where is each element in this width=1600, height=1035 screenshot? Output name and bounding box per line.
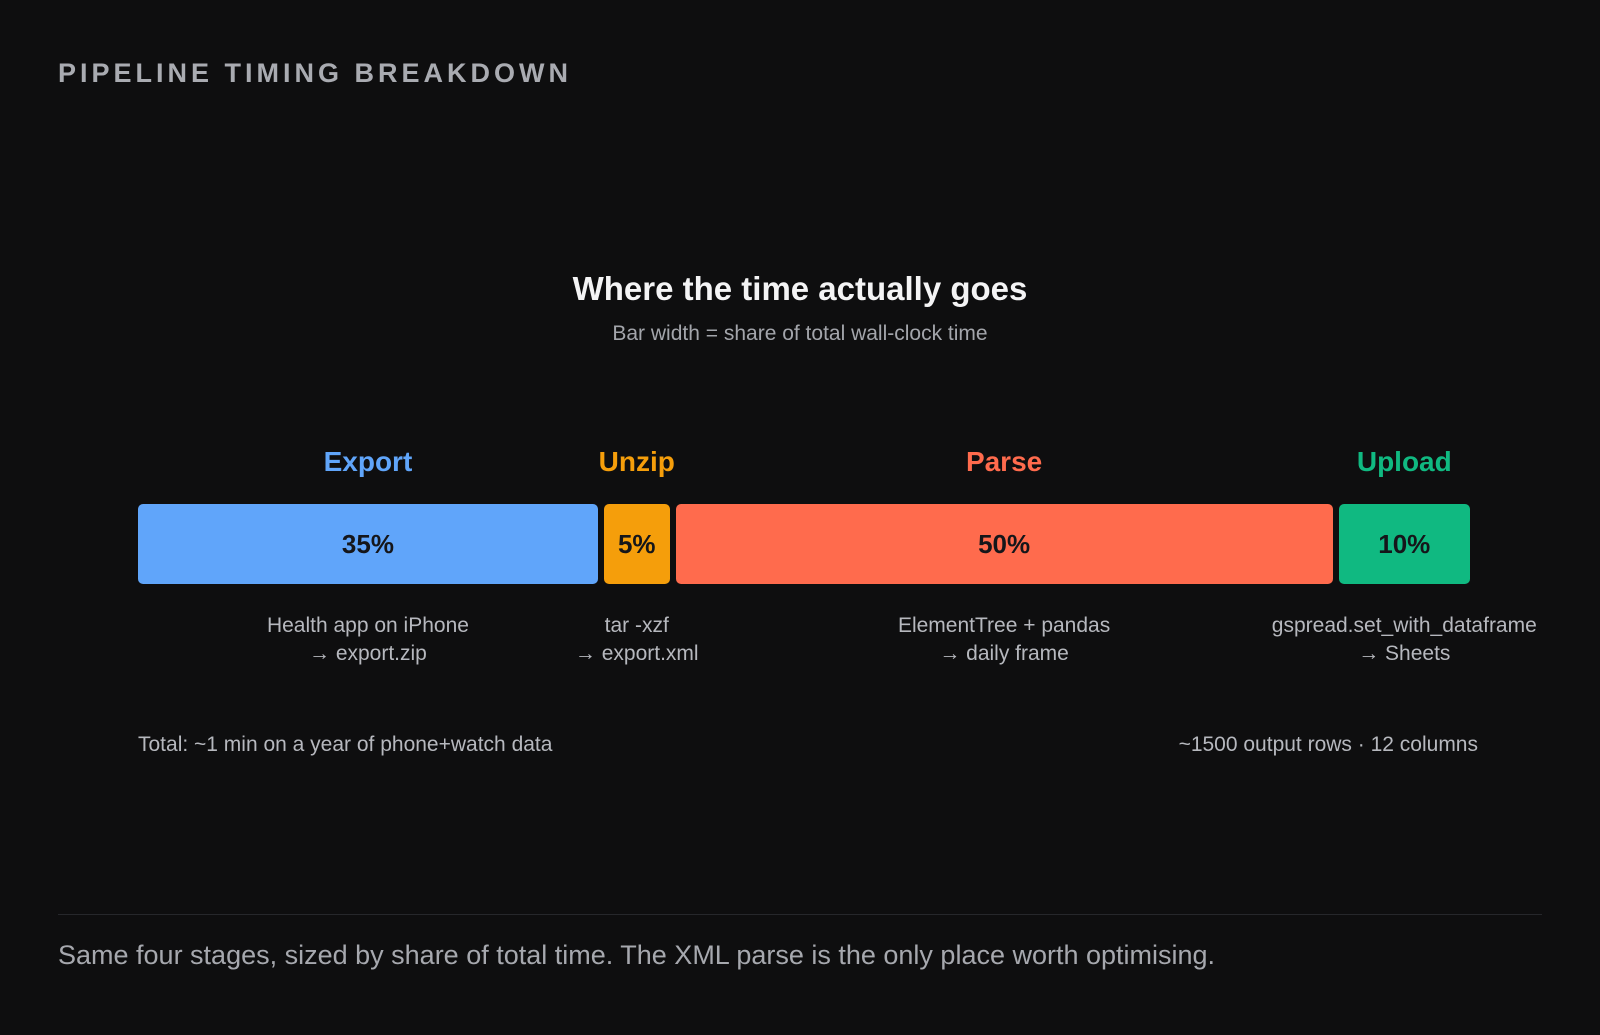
stage-desc-unzip: tar -xzf → export.xml: [477, 612, 797, 668]
stage-desc-line: tar -xzf: [604, 614, 669, 637]
stage-desc-line: → Sheets: [1358, 642, 1451, 665]
stage-desc-parse: ElementTree + pandas → daily frame: [844, 612, 1164, 668]
stage-desc-line: → export.zip: [308, 642, 427, 665]
bar-unzip: 5%: [603, 504, 670, 584]
section-title: PIPELINE TIMING BREAKDOWN: [58, 58, 573, 88]
bar-export: 35%: [138, 504, 598, 584]
stage-name-parse: Parse: [965, 446, 1043, 477]
stage-desc-line: → daily frame: [939, 642, 1069, 665]
stage-name-upload: Upload: [1356, 446, 1452, 477]
stage-desc-line: ElementTree + pandas: [897, 614, 1111, 637]
divider: [58, 914, 1542, 915]
stage-desc-line: Health app on iPhone: [266, 614, 469, 637]
chart-title: Where the time actually goes: [572, 270, 1028, 307]
stage-name-unzip: Unzip: [598, 446, 675, 477]
stage-name-export: Export: [323, 446, 413, 477]
bar-parse: 50%: [675, 504, 1333, 584]
stage-desc-upload: gspread.set_with_dataframe → Sheets: [1244, 612, 1564, 668]
caption: Same four stages, sized by share of tota…: [58, 940, 1216, 970]
stage-desc-export: Health app on iPhone → export.zip: [208, 612, 528, 668]
chart-footer-total: Total: ~1 min on a year of phone+watch d…: [138, 733, 553, 756]
chart-subtitle: Bar width = share of total wall-clock ti…: [612, 322, 988, 345]
stage-desc-line: → export.xml: [574, 642, 699, 665]
stage-desc-line: gspread.set_with_dataframe: [1271, 614, 1537, 637]
chart-footer-rows: ~1500 output rows · 12 columns: [1178, 733, 1478, 756]
bar-upload: 10%: [1338, 504, 1470, 584]
